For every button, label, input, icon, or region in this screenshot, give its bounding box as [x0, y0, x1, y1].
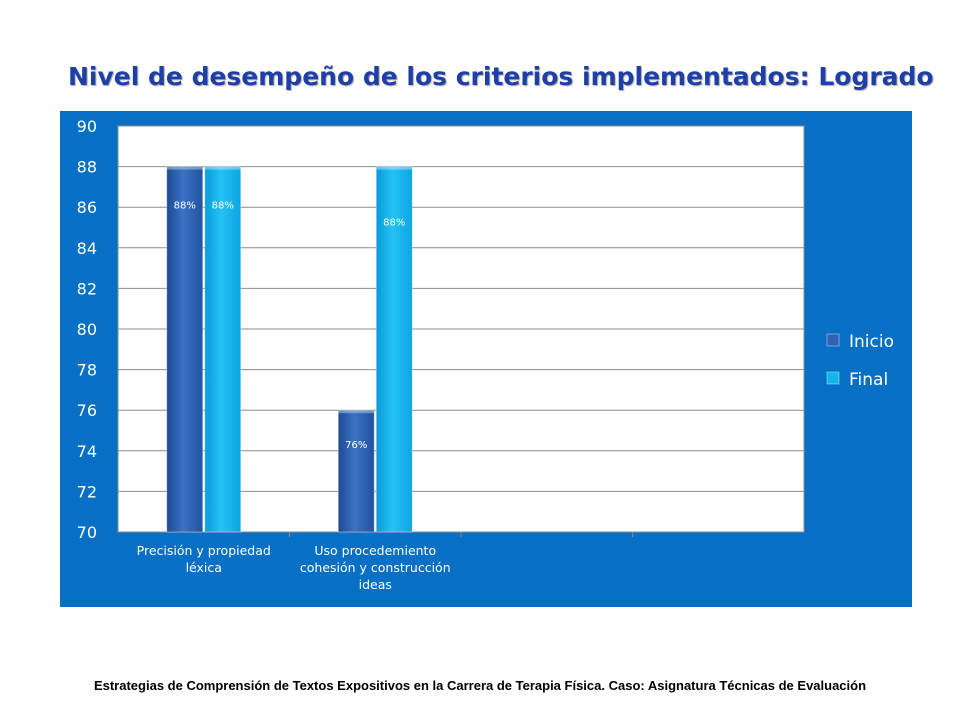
bar-final — [375, 166, 413, 533]
bar-inicio — [337, 409, 375, 533]
y-tick-label: 90 — [77, 117, 97, 136]
y-tick-label: 74 — [77, 442, 97, 461]
y-tick-label: 84 — [77, 239, 97, 258]
legend-label-final: Final — [849, 370, 888, 390]
y-tick-label: 80 — [77, 320, 97, 339]
x-tick-label: ideas — [359, 577, 392, 592]
bar-highlight — [166, 166, 203, 170]
x-tick-label: léxica — [186, 560, 222, 575]
bar-highlight — [338, 410, 375, 414]
legend-swatch-final — [826, 371, 840, 385]
y-tick-label: 88 — [77, 158, 97, 177]
x-tick-label: Uso procedemiento — [314, 543, 436, 558]
legend-label-inicio: Inicio — [849, 332, 894, 352]
bar-highlight — [204, 166, 241, 170]
y-tick-label: 72 — [77, 482, 97, 501]
data-label: 88% — [174, 201, 196, 212]
y-tick-label: 82 — [77, 279, 97, 298]
data-label: 88% — [383, 218, 405, 229]
y-tick-label: 70 — [77, 523, 97, 542]
x-tick-label: Precisión y propiedad — [137, 543, 271, 558]
y-tick-label: 86 — [77, 198, 97, 217]
bar-inicio — [166, 166, 204, 533]
x-tick-label: cohesión y construcción — [300, 560, 451, 575]
footer-caption: Estrategias de Comprensión de Textos Exp… — [93, 678, 867, 693]
chart-title: Nivel de desempeño de los criterios impl… — [68, 62, 934, 91]
bar-final — [204, 166, 242, 533]
data-label: 88% — [212, 201, 234, 212]
legend-swatch-inicio — [826, 333, 840, 347]
y-tick-label: 76 — [77, 401, 97, 420]
bar-highlight — [376, 166, 413, 170]
y-tick-label: 78 — [77, 361, 97, 380]
data-label: 76% — [345, 440, 367, 451]
